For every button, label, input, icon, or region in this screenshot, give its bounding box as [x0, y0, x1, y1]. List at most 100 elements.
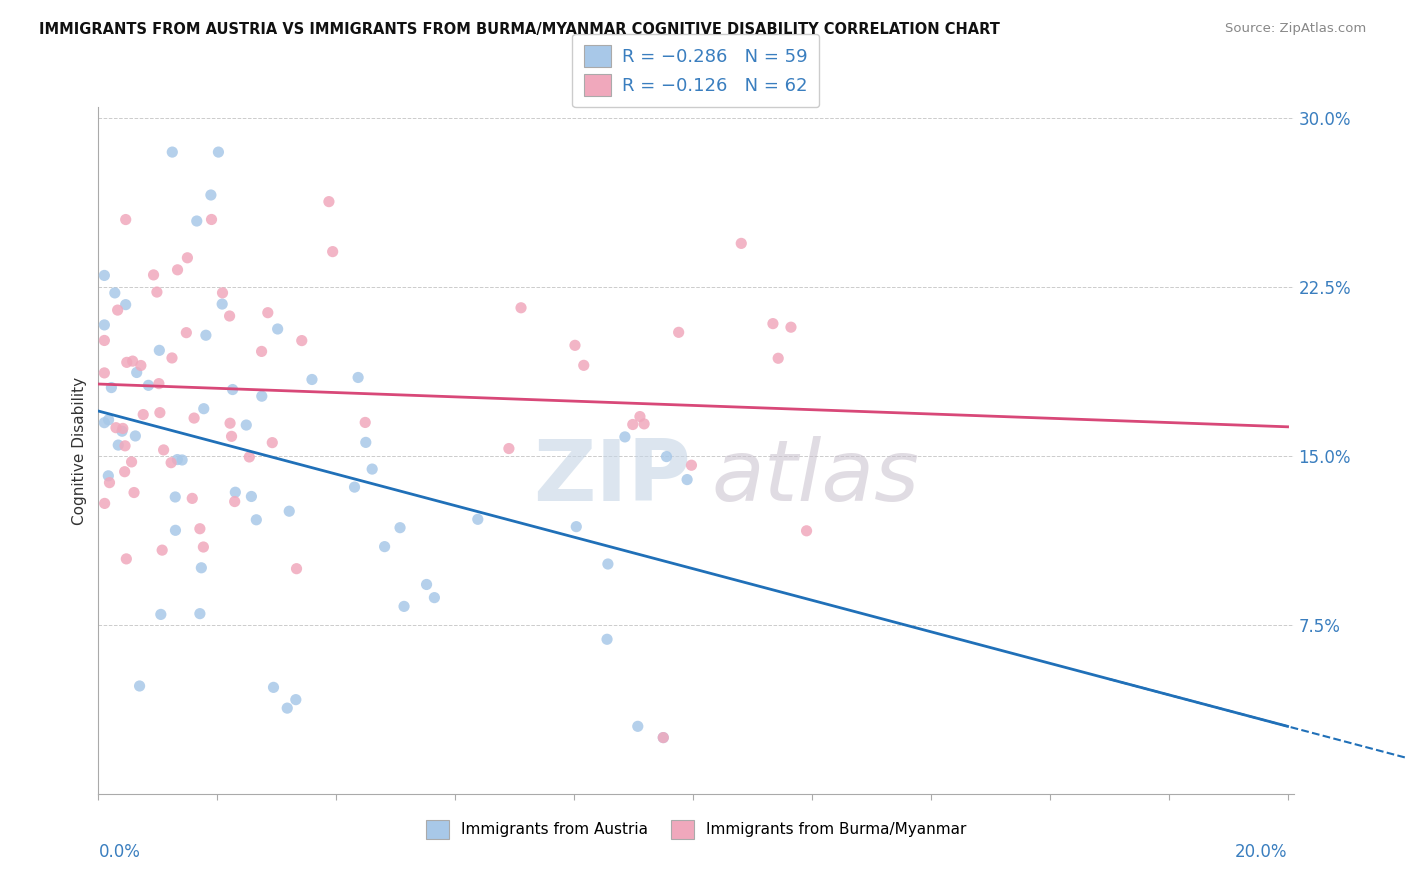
- Legend: Immigrants from Austria, Immigrants from Burma/Myanmar: Immigrants from Austria, Immigrants from…: [419, 814, 973, 845]
- Point: [188, 522, 211, 536]
- Point: [284, 692, 307, 706]
- Text: ZIP: ZIP: [533, 436, 692, 519]
- Point: [652, 731, 675, 745]
- Point: [392, 599, 415, 614]
- Point: [245, 513, 267, 527]
- Point: [354, 435, 377, 450]
- Point: [107, 438, 129, 452]
- Point: [132, 408, 155, 422]
- Point: [176, 251, 198, 265]
- Point: [263, 681, 285, 695]
- Point: [652, 731, 675, 745]
- Point: [200, 188, 222, 202]
- Point: [97, 468, 120, 483]
- Point: [186, 214, 208, 228]
- Text: 0.0%: 0.0%: [98, 844, 141, 862]
- Point: [318, 194, 340, 209]
- Point: [121, 354, 143, 368]
- Point: [262, 435, 284, 450]
- Point: [122, 485, 145, 500]
- Point: [374, 540, 396, 554]
- Point: [107, 303, 129, 318]
- Point: [218, 309, 240, 323]
- Point: [121, 455, 143, 469]
- Point: [250, 344, 273, 359]
- Text: Source: ZipAtlas.com: Source: ZipAtlas.com: [1226, 22, 1367, 36]
- Point: [796, 524, 818, 538]
- Point: [415, 577, 437, 591]
- Point: [93, 496, 115, 510]
- Point: [114, 212, 136, 227]
- Point: [266, 322, 288, 336]
- Point: [276, 701, 298, 715]
- Point: [389, 521, 412, 535]
- Point: [150, 543, 173, 558]
- Point: [347, 370, 370, 384]
- Text: 20.0%: 20.0%: [1234, 844, 1288, 862]
- Point: [354, 416, 377, 430]
- Text: IMMIGRANTS FROM AUSTRIA VS IMMIGRANTS FROM BURMA/MYANMAR COGNITIVE DISABILITY CO: IMMIGRANTS FROM AUSTRIA VS IMMIGRANTS FR…: [39, 22, 1000, 37]
- Point: [181, 491, 204, 506]
- Point: [572, 359, 595, 373]
- Point: [301, 372, 323, 386]
- Point: [221, 429, 243, 443]
- Point: [138, 378, 160, 392]
- Point: [146, 285, 169, 299]
- Point: [160, 456, 183, 470]
- Point: [149, 406, 172, 420]
- Point: [780, 320, 803, 334]
- Point: [681, 458, 703, 473]
- Point: [114, 439, 136, 453]
- Point: [193, 401, 215, 416]
- Point: [238, 450, 260, 464]
- Point: [93, 366, 115, 380]
- Point: [621, 417, 644, 432]
- Point: [93, 334, 115, 348]
- Point: [235, 417, 257, 432]
- Point: [224, 485, 246, 500]
- Point: [467, 512, 489, 526]
- Point: [343, 480, 366, 494]
- Y-axis label: Cognitive Disability: Cognitive Disability: [72, 376, 87, 524]
- Point: [224, 494, 246, 508]
- Point: [166, 262, 188, 277]
- Point: [98, 475, 121, 490]
- Point: [498, 442, 520, 456]
- Point: [565, 519, 588, 533]
- Point: [766, 351, 789, 366]
- Point: [627, 719, 650, 733]
- Point: [160, 351, 183, 365]
- Point: [322, 244, 344, 259]
- Point: [172, 453, 194, 467]
- Point: [193, 540, 215, 554]
- Point: [361, 462, 384, 476]
- Point: [596, 632, 619, 647]
- Point: [93, 416, 115, 430]
- Point: [114, 298, 136, 312]
- Point: [668, 326, 690, 340]
- Point: [676, 473, 699, 487]
- Point: [125, 366, 148, 380]
- Point: [104, 285, 127, 300]
- Point: [291, 334, 314, 348]
- Point: [240, 490, 263, 504]
- Point: [655, 450, 678, 464]
- Point: [176, 326, 198, 340]
- Point: [166, 452, 188, 467]
- Point: [194, 328, 217, 343]
- Point: [148, 376, 170, 391]
- Point: [115, 355, 138, 369]
- Point: [221, 383, 243, 397]
- Point: [423, 591, 446, 605]
- Point: [149, 607, 172, 622]
- Point: [200, 212, 222, 227]
- Point: [100, 381, 122, 395]
- Point: [510, 301, 533, 315]
- Point: [165, 490, 187, 504]
- Point: [142, 268, 165, 282]
- Point: [162, 145, 184, 159]
- Point: [207, 145, 229, 159]
- Point: [111, 424, 134, 438]
- Point: [256, 306, 278, 320]
- Point: [613, 430, 636, 444]
